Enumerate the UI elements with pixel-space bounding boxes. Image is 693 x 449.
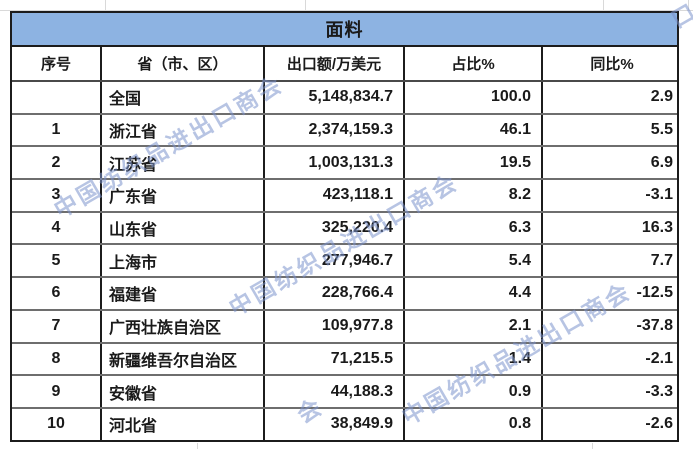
cell-amount[interactable]: 277,946.7 xyxy=(265,245,405,277)
cell-rank[interactable]: 8 xyxy=(12,343,102,375)
cell-amount[interactable]: 2,374,159.3 xyxy=(265,114,405,146)
cell-amount[interactable]: 423,118.1 xyxy=(265,180,405,211)
cell-amount[interactable]: 1,003,131.3 xyxy=(265,147,405,179)
gridline xyxy=(105,0,106,11)
cell-region[interactable]: 广西壮族自治区 xyxy=(102,310,265,342)
table-header-row: 序号 省（市、区） 出口额/万美元 占比% 同比% xyxy=(12,47,677,82)
table-row: 1 浙江省 2,374,159.3 46.1 5.5 xyxy=(12,114,677,148)
table-body: 全国 5,148,834.7 100.0 2.9 1 浙江省 2,374,159… xyxy=(12,82,677,440)
cell-rank[interactable]: 1 xyxy=(12,114,102,146)
cell-amount[interactable]: 71,215.5 xyxy=(265,343,405,375)
cell-yoy[interactable]: -37.8 xyxy=(636,317,673,335)
cell-rank[interactable]: 3 xyxy=(12,180,102,211)
cell-region[interactable]: 新疆维吾尔自治区 xyxy=(102,343,265,375)
cell-yoy[interactable]: 6.9 xyxy=(650,153,673,171)
fabric-export-table: 面料 序号 省（市、区） 出口额/万美元 占比% 同比% 全国 5,148,83… xyxy=(10,11,679,442)
gridline xyxy=(592,443,593,449)
header-cell-region[interactable]: 省（市、区） xyxy=(102,47,265,80)
cell-share[interactable]: 1.4 xyxy=(405,343,543,375)
table-row: 5 上海市 277,946.7 5.4 7.7 xyxy=(12,245,677,279)
cell-share[interactable]: 0.8 xyxy=(405,408,543,440)
table-row: 7 广西壮族自治区 109,977.8 2.1 -37.8 xyxy=(12,310,677,344)
table-row: 8 新疆维吾尔自治区 71,215.5 1.4 -2.1 xyxy=(12,343,677,377)
table-title-cell[interactable]: 面料 xyxy=(12,13,677,47)
header-cell-yoy[interactable]: 同比% xyxy=(590,56,634,73)
gridline xyxy=(0,10,693,11)
cell-yoy[interactable]: -12.5 xyxy=(636,284,673,302)
gridline xyxy=(688,0,689,11)
cell-yoy[interactable]: 5.5 xyxy=(650,121,673,139)
cell-yoy[interactable]: 7.7 xyxy=(650,251,673,269)
cell-rank[interactable]: 9 xyxy=(12,376,102,407)
cell-share[interactable]: 4.4 xyxy=(405,278,543,309)
table-row: 3 广东省 423,118.1 8.2 -3.1 xyxy=(12,180,677,213)
cell-region[interactable]: 江苏省 xyxy=(102,147,265,179)
cell-region[interactable]: 广东省 xyxy=(102,180,265,211)
cell-region[interactable]: 浙江省 xyxy=(102,114,265,146)
gridline xyxy=(197,443,198,449)
cell-share[interactable]: 8.2 xyxy=(405,180,543,211)
cell-share[interactable]: 5.4 xyxy=(405,245,543,277)
cell-amount[interactable]: 325,220.4 xyxy=(265,212,405,244)
gridline xyxy=(305,0,306,11)
cell-region[interactable]: 安徽省 xyxy=(102,376,265,407)
table-row: 6 福建省 228,766.4 4.4 -12.5 xyxy=(12,278,677,311)
cell-region[interactable]: 全国 xyxy=(102,82,265,113)
table-row: 4 山东省 325,220.4 6.3 16.3 xyxy=(12,212,677,246)
cell-rank[interactable]: 7 xyxy=(12,310,102,342)
cell-share[interactable]: 2.1 xyxy=(405,310,543,342)
cell-yoy[interactable]: -2.1 xyxy=(645,349,673,367)
cell-share[interactable]: 0.9 xyxy=(405,376,543,407)
cell-amount[interactable]: 44,188.3 xyxy=(265,376,405,407)
cell-rank[interactable]: 2 xyxy=(12,147,102,179)
cell-yoy[interactable]: 2.9 xyxy=(650,88,673,106)
header-cell-amount[interactable]: 出口额/万美元 xyxy=(265,47,405,80)
gridline xyxy=(603,0,604,11)
cell-rank[interactable]: 6 xyxy=(12,278,102,309)
cell-amount[interactable]: 38,849.9 xyxy=(265,408,405,440)
header-cell-share[interactable]: 占比% xyxy=(405,47,543,80)
cell-yoy[interactable]: 16.3 xyxy=(641,219,673,237)
cell-share[interactable]: 19.5 xyxy=(405,147,543,179)
cell-amount[interactable]: 109,977.8 xyxy=(265,310,405,342)
table-row: 10 河北省 38,849.9 0.8 -2.6 xyxy=(12,408,677,440)
cell-region[interactable]: 上海市 xyxy=(102,245,265,277)
header-cell-rank[interactable]: 序号 xyxy=(12,47,102,80)
cell-yoy[interactable]: -3.3 xyxy=(645,382,673,400)
cell-yoy[interactable]: -2.6 xyxy=(645,415,673,433)
cell-share[interactable]: 6.3 xyxy=(405,212,543,244)
cell-rank[interactable]: 4 xyxy=(12,212,102,244)
cell-amount[interactable]: 5,148,834.7 xyxy=(265,82,405,113)
table-row: 2 江苏省 1,003,131.3 19.5 6.9 xyxy=(12,147,677,181)
table-row: 9 安徽省 44,188.3 0.9 -3.3 xyxy=(12,376,677,409)
cell-share[interactable]: 100.0 xyxy=(405,82,543,113)
cell-region[interactable]: 山东省 xyxy=(102,212,265,244)
table-row: 全国 5,148,834.7 100.0 2.9 xyxy=(12,82,677,115)
cell-amount[interactable]: 228,766.4 xyxy=(265,278,405,309)
cell-rank[interactable]: 5 xyxy=(12,245,102,277)
cell-yoy[interactable]: -3.1 xyxy=(645,186,673,204)
cell-region[interactable]: 河北省 xyxy=(102,408,265,440)
cell-region[interactable]: 福建省 xyxy=(102,278,265,309)
cell-rank[interactable]: 10 xyxy=(12,408,102,440)
cell-rank[interactable] xyxy=(12,82,102,113)
cell-share[interactable]: 46.1 xyxy=(405,114,543,146)
